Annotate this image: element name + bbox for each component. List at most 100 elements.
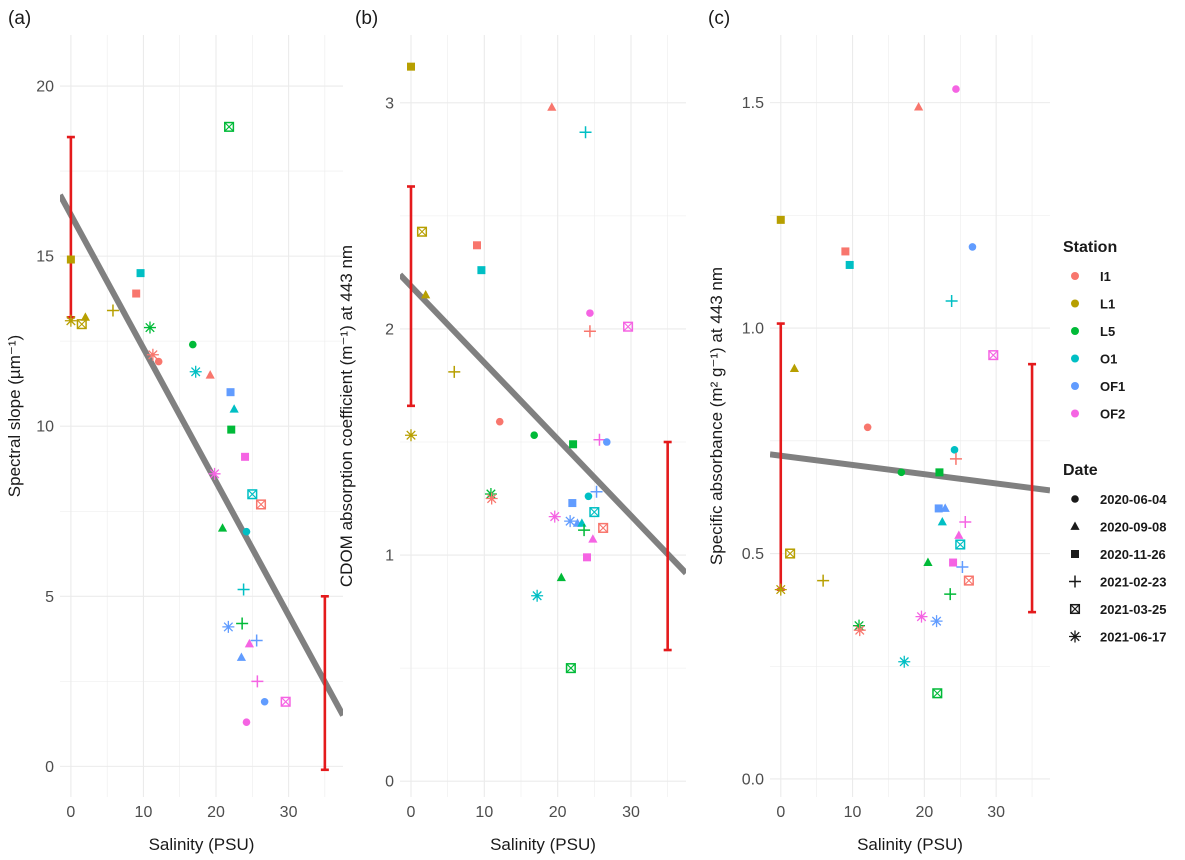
data-point	[598, 522, 609, 533]
data-point	[590, 485, 603, 498]
data-point	[959, 515, 972, 528]
data-point	[940, 503, 950, 512]
marker-square	[136, 269, 145, 278]
data-point	[789, 363, 800, 373]
legend-station-label: OF2	[1100, 407, 1125, 422]
marker-triangle	[229, 404, 239, 413]
data-point	[146, 348, 159, 361]
marker-plus	[945, 295, 958, 308]
marker-x	[623, 321, 633, 332]
panel-label: (c)	[708, 8, 730, 29]
marker-triangle	[556, 572, 566, 582]
marker-square	[132, 289, 141, 298]
data-point	[937, 516, 947, 526]
data-point	[579, 126, 592, 139]
y-tick-label: 0.0	[742, 771, 764, 788]
marker-asterisk	[484, 488, 497, 501]
marker-plus	[593, 433, 606, 446]
marker-x	[77, 319, 87, 329]
y-tick-label: 2	[385, 321, 394, 338]
marker-box	[623, 321, 634, 332]
legend-date-item: 2021-03-25	[1069, 602, 1167, 617]
legend-station-item: I1	[1071, 269, 1111, 284]
marker-plus	[236, 617, 249, 630]
data-point	[217, 523, 228, 532]
y-axis-title: Spectral slope (µm⁻¹)	[5, 335, 24, 497]
marker-box	[988, 350, 999, 361]
marker-plus	[959, 515, 972, 528]
y-tick-label: 5	[45, 589, 54, 606]
marker-asterisk	[853, 619, 866, 632]
data-points	[405, 62, 634, 674]
legend-date-title: Date	[1063, 462, 1098, 479]
marker-box	[598, 522, 609, 533]
marker-circle	[603, 438, 611, 446]
marker-triangle	[244, 638, 254, 648]
legend-date-item: 2020-06-04	[1071, 492, 1167, 507]
x-tick-label: 0	[407, 804, 416, 821]
y-tick-label: 0	[45, 759, 54, 776]
marker-asterisk	[143, 321, 156, 334]
data-point	[952, 85, 960, 93]
marker-asterisk	[405, 429, 417, 442]
data-point	[260, 697, 269, 706]
legend-station-swatch	[1071, 382, 1079, 390]
marker-square	[407, 62, 415, 71]
x-tick-label: 20	[549, 804, 567, 821]
marker-circle	[242, 527, 251, 536]
marker-square	[1071, 550, 1079, 558]
marker-triangle	[940, 503, 950, 512]
data-point	[530, 431, 538, 440]
x-tick-label: 30	[280, 804, 298, 821]
panel-label: (a)	[8, 8, 31, 29]
data-point	[76, 319, 87, 330]
data-point	[416, 226, 428, 237]
marker-asterisk	[64, 314, 77, 327]
data-point	[949, 558, 958, 567]
marker-square	[241, 452, 250, 461]
data-point	[222, 620, 235, 633]
marker-plus	[251, 675, 264, 688]
marker-asterisk	[774, 583, 787, 596]
marker-circle	[260, 697, 269, 706]
marker-plus	[1069, 575, 1081, 588]
data-point	[950, 446, 959, 454]
data-point	[154, 357, 163, 366]
x-axis-title: Salinity (PSU)	[149, 835, 255, 854]
legend-station-swatch	[1071, 299, 1079, 308]
marker-plus	[583, 325, 596, 338]
x-tick-label: 20	[915, 804, 933, 821]
marker-asterisk	[853, 624, 866, 637]
marker-triangle	[954, 530, 964, 539]
legend-date-swatch	[1069, 575, 1081, 588]
data-point	[407, 62, 415, 71]
marker-box	[416, 226, 428, 237]
marker-circle	[242, 718, 251, 726]
marker-x	[256, 499, 266, 510]
data-point	[914, 102, 924, 111]
regression-line	[770, 451, 1050, 494]
legend-date-swatch	[1071, 495, 1079, 503]
marker-plus	[578, 524, 591, 537]
marker-asterisk	[1069, 630, 1081, 643]
data-point	[473, 241, 481, 250]
marker-triangle	[421, 290, 431, 299]
data-point	[583, 325, 596, 338]
legend-date-swatch	[1071, 550, 1079, 558]
marker-plus	[579, 126, 592, 139]
data-point	[578, 524, 591, 537]
data-point	[954, 530, 964, 539]
error-bar	[663, 440, 672, 652]
legend-date-label: 2021-02-23	[1100, 575, 1167, 590]
marker-asterisk	[930, 615, 943, 628]
y-tick-label: 15	[36, 249, 54, 266]
x-axis-title: Salinity (PSU)	[490, 835, 596, 854]
marker-triangle	[547, 102, 557, 111]
panel-a: 0 10 20 30 0 5 10 15 20 Salinity (PSU) Spectral sl…	[5, 8, 343, 854]
legend-date-label: 2020-09-08	[1100, 520, 1167, 535]
data-point	[853, 619, 866, 632]
marker-x	[785, 548, 795, 559]
data-point	[229, 404, 239, 413]
data-point	[930, 615, 943, 628]
